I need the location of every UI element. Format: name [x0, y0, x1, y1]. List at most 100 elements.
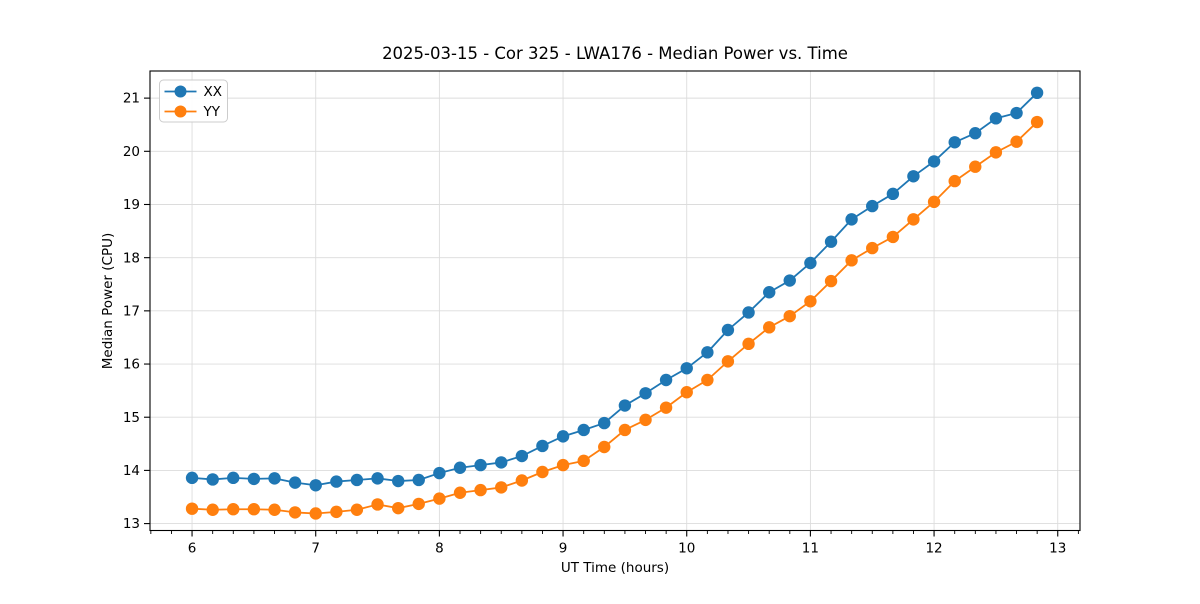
series-xx	[185, 86, 1044, 492]
y-tick-label: 16	[123, 357, 140, 373]
data-point	[350, 503, 364, 516]
data-point	[206, 503, 219, 516]
data-point	[515, 449, 529, 463]
data-point	[639, 413, 652, 427]
data-point	[227, 503, 240, 516]
data-point	[639, 387, 652, 400]
data-point	[742, 337, 755, 351]
data-point	[598, 416, 611, 430]
data-point	[618, 423, 632, 437]
legend-item-yy: YY	[164, 104, 221, 120]
data-series	[185, 86, 1044, 520]
plot-border	[149, 70, 1081, 532]
data-point	[495, 456, 508, 469]
y-tick-label: 18	[123, 250, 140, 266]
y-tick-label: 21	[123, 91, 140, 107]
data-point	[907, 170, 920, 183]
data-point	[268, 503, 281, 516]
data-point	[392, 474, 405, 488]
data-point	[1030, 115, 1044, 129]
data-point	[701, 373, 714, 387]
y-tick-label: 13	[123, 516, 140, 532]
x-tick-label: 7	[311, 541, 320, 557]
data-point	[536, 439, 549, 453]
y-tick-label: 15	[123, 410, 140, 426]
legend: XX YY	[159, 79, 228, 123]
data-point	[598, 440, 611, 454]
data-point	[721, 323, 735, 337]
x-tick-label: 8	[435, 541, 444, 557]
data-point	[804, 295, 817, 308]
data-point	[371, 498, 384, 511]
data-point	[288, 506, 302, 519]
data-point	[536, 465, 549, 479]
data-point	[742, 306, 755, 319]
data-point	[824, 274, 838, 288]
data-point	[412, 497, 425, 511]
data-point	[783, 309, 796, 323]
data-point	[763, 286, 776, 299]
data-point	[824, 235, 838, 248]
data-point	[804, 256, 817, 270]
data-point	[495, 481, 508, 494]
data-point	[515, 474, 529, 487]
data-point	[907, 213, 920, 226]
data-point	[350, 473, 364, 487]
x-tick-label: 10	[678, 541, 695, 557]
data-point	[288, 476, 302, 489]
data-point	[969, 127, 982, 140]
data-point	[412, 473, 425, 487]
data-point	[845, 254, 858, 267]
x-tick-label: 11	[802, 541, 819, 557]
data-point	[763, 321, 776, 334]
data-point	[618, 399, 632, 412]
data-point	[474, 483, 487, 497]
data-point	[680, 386, 693, 399]
data-point	[866, 241, 879, 255]
data-point	[1030, 86, 1044, 100]
data-point	[268, 472, 281, 485]
data-point	[659, 401, 673, 414]
data-point	[556, 430, 570, 443]
tick-labels: 6 7 8 9 10 11 12 13 13 14 15 16 17 18 19 20 21	[123, 91, 1067, 557]
y-tick-label: 19	[123, 197, 140, 213]
data-point	[227, 471, 240, 485]
y-axis-label: Median Power (CPU)	[100, 233, 116, 369]
legend-label: YY	[203, 104, 221, 120]
data-point	[927, 195, 941, 209]
gridlines	[150, 71, 1080, 531]
data-point	[927, 155, 941, 168]
data-point	[866, 199, 879, 213]
data-point	[474, 458, 487, 472]
data-point	[721, 355, 735, 368]
legend-item-xx: XX	[164, 84, 223, 100]
x-tick-label: 9	[559, 541, 568, 557]
data-point	[680, 362, 693, 375]
legend-label: XX	[204, 84, 223, 100]
data-point	[1010, 106, 1023, 120]
data-point	[185, 471, 199, 485]
x-tick-label: 12	[925, 541, 942, 557]
data-point	[433, 492, 446, 505]
y-tick-label: 20	[123, 144, 140, 160]
data-point	[1010, 135, 1023, 148]
data-point	[185, 502, 199, 515]
data-point	[659, 373, 673, 387]
data-point	[371, 472, 384, 485]
data-point	[453, 461, 467, 474]
data-point	[783, 274, 796, 287]
x-tick-label: 6	[188, 541, 197, 557]
data-point	[701, 346, 714, 359]
x-axis-label: UT Time (hours)	[561, 560, 669, 576]
data-point	[453, 486, 467, 499]
data-point	[206, 473, 219, 486]
data-point	[392, 501, 405, 515]
data-point	[886, 187, 900, 201]
data-point	[948, 136, 961, 149]
axis-ticks	[144, 97, 1079, 537]
x-tick-label: 13	[1049, 541, 1066, 557]
data-point	[969, 160, 982, 173]
data-point	[556, 458, 570, 472]
legend-marker	[174, 85, 187, 98]
